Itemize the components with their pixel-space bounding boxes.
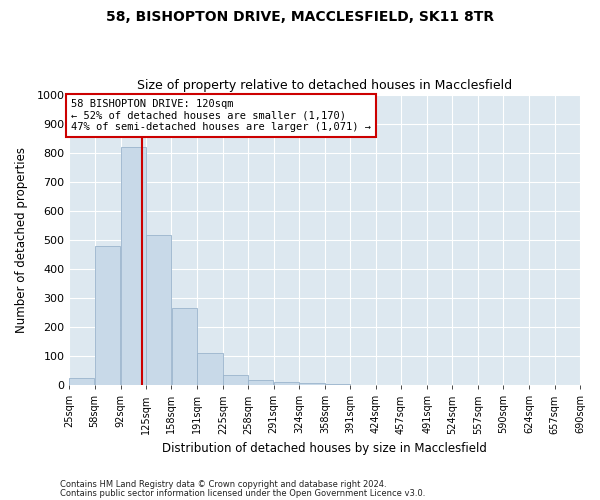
Bar	[274, 382, 299, 385]
Text: Contains HM Land Registry data © Crown copyright and database right 2024.: Contains HM Land Registry data © Crown c…	[60, 480, 386, 489]
Text: 58 BISHOPTON DRIVE: 120sqm
← 52% of detached houses are smaller (1,170)
47% of s: 58 BISHOPTON DRIVE: 120sqm ← 52% of deta…	[71, 99, 371, 132]
Y-axis label: Number of detached properties: Number of detached properties	[15, 147, 28, 333]
Bar	[172, 308, 197, 385]
X-axis label: Distribution of detached houses by size in Macclesfield: Distribution of detached houses by size …	[162, 442, 487, 455]
Text: Contains public sector information licensed under the Open Government Licence v3: Contains public sector information licen…	[60, 490, 425, 498]
Text: 58, BISHOPTON DRIVE, MACCLESFIELD, SK11 8TR: 58, BISHOPTON DRIVE, MACCLESFIELD, SK11 …	[106, 10, 494, 24]
Bar	[223, 375, 248, 385]
Bar	[197, 353, 223, 385]
Bar	[299, 383, 325, 385]
Bar	[146, 236, 171, 385]
Bar	[70, 378, 94, 385]
Bar	[121, 147, 146, 385]
Bar	[95, 246, 121, 385]
Bar	[248, 380, 274, 385]
Bar	[325, 384, 350, 385]
Title: Size of property relative to detached houses in Macclesfield: Size of property relative to detached ho…	[137, 79, 512, 92]
